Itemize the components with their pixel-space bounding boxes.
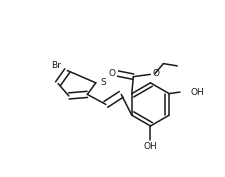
Text: O: O [151,69,158,78]
Text: Br: Br [51,61,61,70]
Text: O: O [108,69,115,78]
Text: OH: OH [143,142,157,151]
Text: OH: OH [190,88,204,97]
Text: S: S [100,78,106,87]
